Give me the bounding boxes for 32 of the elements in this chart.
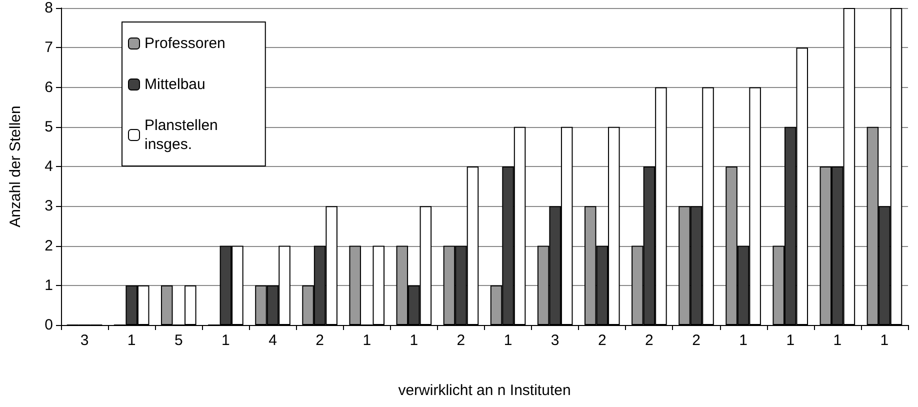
x-tick-label: 1	[410, 332, 418, 349]
legend-label: Mittelbau	[144, 76, 206, 93]
y-tick-label: 2	[44, 237, 53, 254]
x-tick-label: 1	[504, 332, 512, 349]
y-axis-title: Anzahl der Stellen	[7, 106, 24, 228]
x-tick-label: 2	[598, 332, 606, 349]
y-tick-label: 6	[44, 78, 53, 96]
y-tick-label: 5	[44, 118, 53, 136]
legend-label: Planstellen insges.	[144, 117, 218, 153]
x-tick-label: 1	[127, 332, 136, 349]
legend-label: Professoren	[144, 35, 226, 52]
x-tick-label: 1	[880, 332, 889, 349]
x-tick-label: 3	[550, 332, 560, 349]
x-tick-label: 4	[268, 332, 277, 349]
x-tick-label: 5	[174, 332, 183, 349]
y-tick-label: 8	[44, 0, 53, 16]
y-tick-label: 0	[44, 316, 53, 334]
x-tick-label: 1	[786, 332, 795, 349]
x-tick-label: 1	[739, 332, 748, 349]
y-tick-label: 7	[44, 39, 53, 56]
x-tick-label: 3	[80, 332, 89, 349]
x-tick-label: 1	[362, 332, 372, 349]
x-tick-label: 2	[456, 332, 466, 349]
x-tick-label: 2	[692, 332, 700, 349]
x-tick-label: 1	[833, 332, 842, 349]
y-tick-label: 1	[44, 276, 53, 294]
y-tick-label: 3	[44, 198, 53, 215]
x-tick-label: 1	[222, 332, 230, 349]
y-tick-label: 4	[44, 158, 53, 175]
x-tick-label: 2	[645, 332, 654, 349]
x-tick-label: 2	[316, 332, 324, 349]
x-axis-title: verwirklicht an n Instituten	[398, 382, 571, 399]
